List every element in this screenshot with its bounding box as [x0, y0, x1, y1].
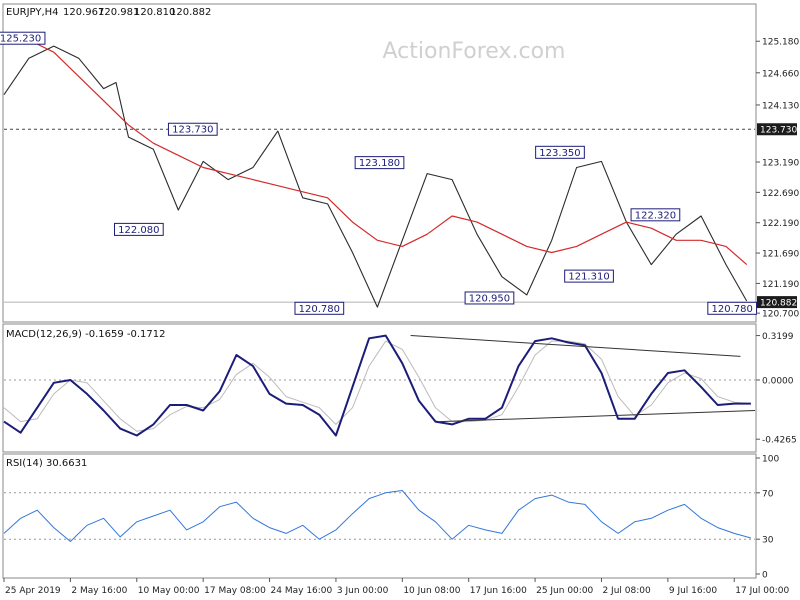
level-annotation-label: 123.180	[359, 158, 400, 169]
x-tick-label: 2 Jul 08:00	[602, 586, 651, 596]
moving-average-line	[3, 33, 748, 266]
price-plot: 125.230 123.730 122.080 123.180 120.780 120.9…	[0, 31, 758, 315]
price-title: EURJPY,H4 120.967 120.981 120.810 120.88…	[6, 7, 211, 18]
level-annotation-box	[354, 156, 405, 170]
x-tick-label: 24 May 16:00	[271, 586, 333, 596]
level-annotation: 123.180	[354, 156, 405, 170]
y-tick-label: 0	[762, 571, 768, 581]
level-annotation-label: 120.950	[469, 293, 510, 304]
x-tick-label: 2 May 16:00	[71, 586, 127, 596]
level-annotation: 125.230	[0, 31, 46, 45]
y-tick-label: 0.3199	[762, 332, 794, 342]
current-price-axis-label: 120.882	[757, 296, 797, 309]
ohlc-open: 120.967	[63, 7, 104, 18]
ohlc-low: 120.810	[134, 7, 175, 18]
macd-line	[3, 334, 751, 437]
y-tick-label: 123.190	[762, 159, 799, 169]
y-tick-label: 124.130	[762, 101, 799, 111]
y-tick-label: 121.690	[762, 250, 799, 260]
level-annotation: 121.310	[564, 269, 614, 283]
macd-panel-frame	[2, 323, 757, 453]
level-annotation-box	[564, 269, 614, 283]
macd-trendline	[410, 335, 741, 357]
macd-trendline	[439, 410, 756, 423]
level-annotation-box	[630, 208, 681, 222]
level-annotation-label: 122.320	[635, 210, 676, 221]
rsi-plot	[3, 490, 755, 542]
level-annotation: 123.730	[167, 122, 218, 136]
x-tick-label: 25 Jun 00:00	[536, 586, 593, 596]
y-tick-label: 120.700	[762, 310, 799, 320]
x-tick-label: 17 Jul 00:00	[735, 586, 789, 596]
level-annotation-box	[464, 291, 515, 305]
level-annotation-label: 123.350	[539, 148, 580, 159]
axes: 125.180 124.660 124.130 123.190 122.690 122.1…	[3, 38, 799, 596]
x-tick-label: 25 Apr 2019	[5, 586, 61, 596]
level-annotation-label: 123.730	[172, 125, 213, 136]
level-annotation-box	[707, 301, 758, 315]
x-tick-label: 10 May 00:00	[138, 586, 200, 596]
price-series-line	[3, 45, 748, 308]
level-annotation: 122.320	[630, 208, 681, 222]
x-tick-label: 9 Jul 16:00	[669, 586, 718, 596]
price-title-symbol: EURJPY,H4	[6, 7, 59, 18]
level-annotation: 122.080	[113, 222, 164, 236]
macd-plot	[3, 334, 756, 437]
reference-axis-label-bg	[757, 123, 797, 136]
ohlc-close: 120.882	[170, 7, 211, 18]
y-tick-label: 122.690	[762, 189, 799, 199]
y-tick-label: 30	[762, 536, 774, 546]
x-tick-label: 17 May 08:00	[204, 586, 266, 596]
level-annotation-label: 120.780	[711, 304, 752, 315]
macd-signal-line	[3, 340, 751, 432]
x-tick-label: 17 Jun 16:00	[470, 586, 527, 596]
macd-title: MACD(12,26,9) -0.1659 -0.1712	[6, 329, 166, 340]
current-price-axis-label-bg	[757, 296, 797, 309]
watermark: ActionForex.com	[383, 39, 566, 64]
y-tick-label: -0.4265	[762, 436, 797, 446]
price-panel-frame	[2, 3, 757, 323]
y-tick-label: 121.190	[762, 280, 799, 290]
current-price-axis-label-text: 120.882	[760, 299, 797, 309]
x-tick-label: 3 Jun 00:00	[337, 586, 389, 596]
rsi-title: RSI(14) 30.6631	[6, 458, 87, 469]
level-annotation-box	[294, 301, 345, 315]
level-annotation-label: 125.230	[0, 34, 41, 45]
level-annotation-label: 121.310	[568, 272, 609, 283]
rsi-panel-frame	[2, 453, 757, 579]
y-tick-label: 70	[762, 489, 774, 499]
level-annotation-box	[113, 222, 164, 236]
x-tick-label: 10 Jun 08:00	[403, 586, 460, 596]
level-annotation-box	[167, 122, 218, 136]
y-tick-label: 100	[762, 455, 779, 465]
level-annotation-box	[535, 145, 585, 159]
level-annotation-label: 122.080	[118, 225, 159, 236]
ohlc-high: 120.981	[98, 7, 139, 18]
level-annotation: 120.780	[294, 301, 345, 315]
reference-axis-label-text: 123.730	[760, 126, 797, 136]
reference-axis-label: 123.730	[757, 123, 797, 136]
y-tick-label: 0.0000	[762, 376, 794, 386]
y-tick-label: 125.180	[762, 38, 799, 48]
level-annotation: 123.350	[535, 145, 585, 159]
y-tick-label: 122.190	[762, 219, 799, 229]
level-annotation-box	[0, 31, 46, 45]
level-annotation-label: 120.780	[299, 304, 340, 315]
level-annotation: 120.780	[707, 301, 758, 315]
level-annotation: 120.950	[464, 291, 515, 305]
rsi-line	[3, 490, 752, 542]
y-tick-label: 124.660	[762, 69, 799, 79]
